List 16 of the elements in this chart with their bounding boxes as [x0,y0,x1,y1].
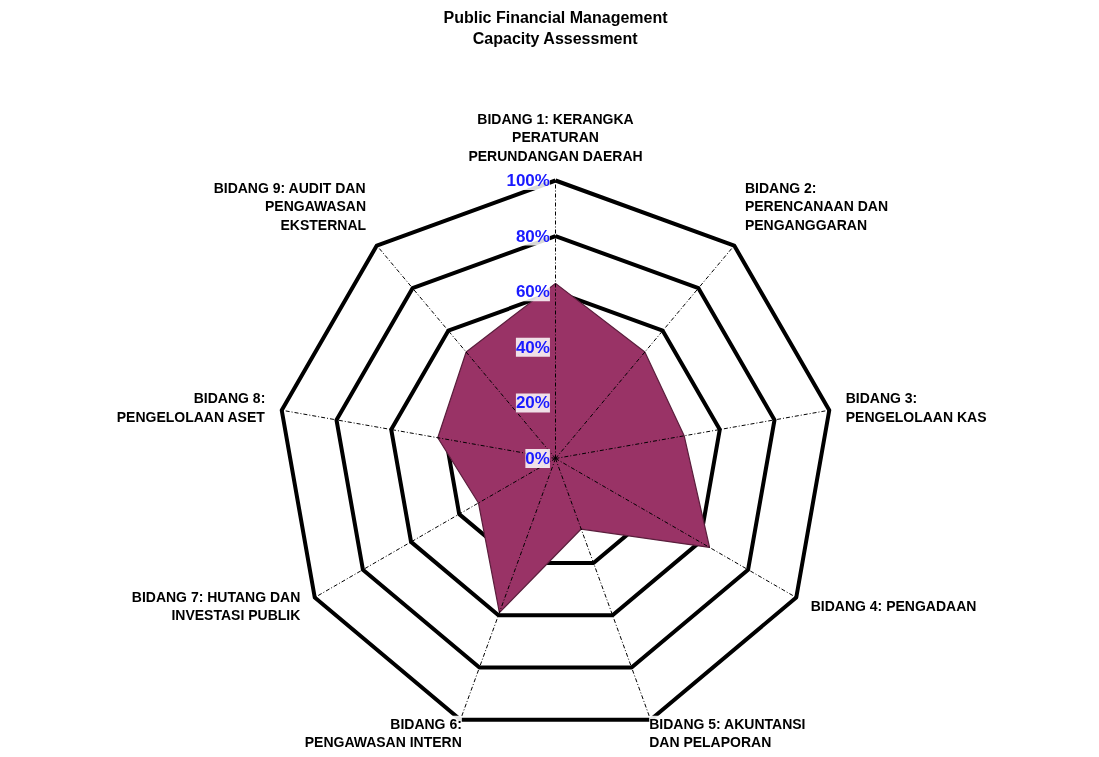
y-tick-label: 80% [515,226,550,246]
y-tick-label: 0% [525,449,550,468]
spoke-label: BIDANG 6: PENGAWASAN INTERN [304,715,462,751]
y-tick-label: 40% [515,337,550,357]
spoke-label: BIDANG 1: KERANGKA PERATURAN PERUNDANGAN DAERAH [468,111,643,164]
spoke-label: BIDANG 8: PENGELOLAAN ASET [116,390,266,425]
y-tick-label: 100% [506,171,550,190]
spoke-label: BIDANG 3: PENGELOLAAN KAS [845,390,987,425]
spoke-label: BIDANG 4: PENGADAAN [810,597,977,614]
y-tick-label: 60% [515,282,550,302]
spoke-label: BIDANG 2: PERENCANAAN DAN PENGANGGARAN [744,179,889,233]
spoke-label: BIDANG 9: AUDIT DAN PENGAWASAN EKSTERNAL [213,179,367,233]
y-tick-label: 20% [515,393,550,413]
spoke-label: BIDANG 7: HUTANG DAN INVESTASI PUBLIK [131,588,301,624]
spoke-label: BIDANG 5: AKUNTANSI DAN PELAPORAN [649,715,806,751]
chart-title: Public Financial Management Capacity Assessment [443,8,669,47]
